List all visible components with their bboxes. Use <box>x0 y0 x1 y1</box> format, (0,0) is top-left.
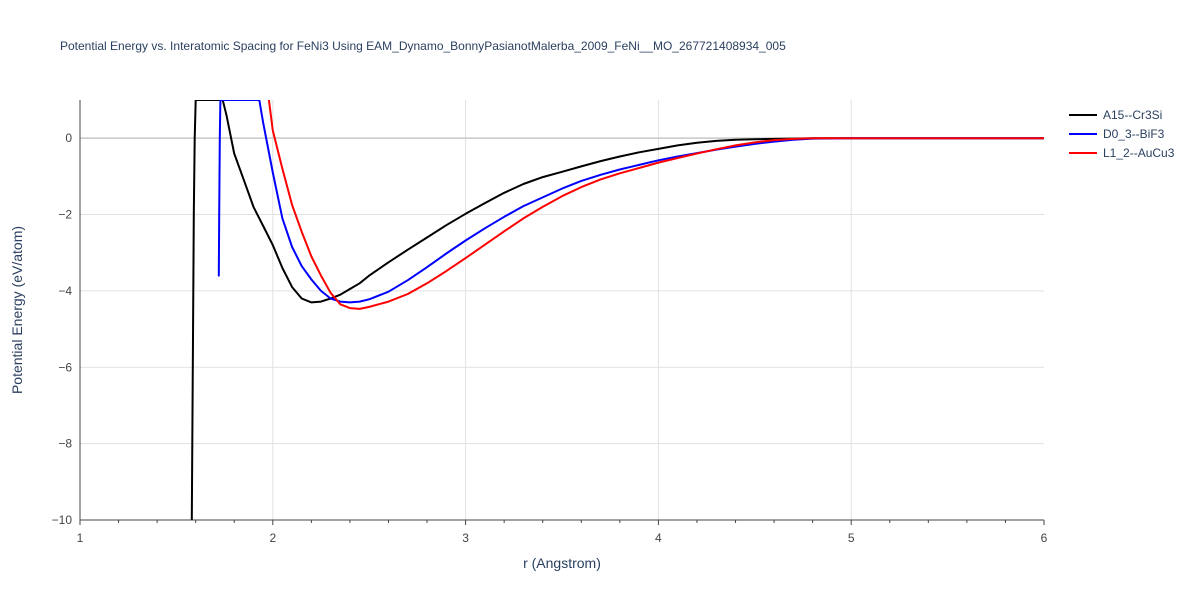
x-tick-label: 4 <box>655 531 662 545</box>
series-line-a15-cr3si <box>190 100 1044 520</box>
x-axis-label: r (Angstrom) <box>523 555 601 571</box>
legend-label: A15--Cr3Si <box>1103 108 1162 122</box>
x-tick-label: 3 <box>462 531 469 545</box>
axis-ticks: 1 2 3 4 5 6 0 −2 −4 −6 −8 −10 <box>52 100 1048 545</box>
series-lines <box>190 100 1044 520</box>
y-tick-label: −6 <box>58 360 72 374</box>
y-tick-label: −10 <box>52 513 73 527</box>
chart-title: Potential Energy vs. Interatomic Spacing… <box>60 39 786 53</box>
legend-label: D0_3--BiF3 <box>1103 127 1165 141</box>
legend-item[interactable]: A15--Cr3Si <box>1069 108 1162 122</box>
series-line-d0-3-bif3 <box>217 100 1044 304</box>
x-tick-label: 6 <box>1041 531 1048 545</box>
x-tick-label: 2 <box>269 531 276 545</box>
y-tick-label: −2 <box>58 208 72 222</box>
x-tick-label: 1 <box>77 531 84 545</box>
y-tick-label: −4 <box>58 284 72 298</box>
legend-item[interactable]: L1_2--AuCu3 <box>1069 146 1175 160</box>
series-line-l1-2-aucu3 <box>267 100 1044 310</box>
legend[interactable]: A15--Cr3Si D0_3--BiF3 L1_2--AuCu3 <box>1069 108 1175 160</box>
grid <box>80 100 1044 520</box>
y-tick-label: −8 <box>58 437 72 451</box>
y-tick-label: 0 <box>65 131 72 145</box>
legend-label: L1_2--AuCu3 <box>1103 146 1175 160</box>
legend-item[interactable]: D0_3--BiF3 <box>1069 127 1165 141</box>
y-axis-label: Potential Energy (eV/atom) <box>9 226 25 394</box>
x-tick-label: 5 <box>848 531 855 545</box>
